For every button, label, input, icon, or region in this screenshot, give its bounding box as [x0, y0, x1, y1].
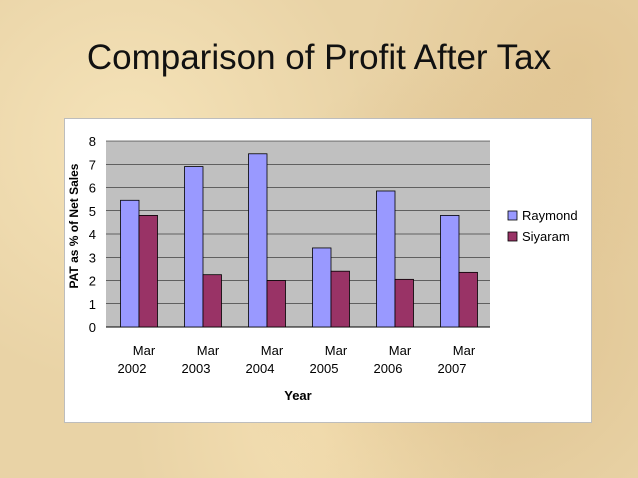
x-tick-label: Mar: [389, 343, 412, 358]
bar-raymond: [184, 166, 204, 328]
legend-label-raymond: Raymond: [522, 208, 578, 223]
x-tick-label: 2003: [182, 361, 211, 376]
x-tick-label: Mar: [197, 343, 220, 358]
y-tick-labels: 0 1 2 3 4 5 6 7 8: [89, 134, 96, 335]
bars: [120, 153, 478, 328]
legend-swatch-siyaram: [507, 231, 518, 242]
x-tick-label: Mar: [325, 343, 348, 358]
y-tick-label: 7: [89, 157, 96, 172]
y-tick-label: 2: [89, 274, 96, 289]
y-tick-label: 0: [89, 320, 96, 335]
bar-siyaram: [458, 271, 478, 328]
x-tick-label: 2002: [118, 361, 147, 376]
bar-raymond: [248, 153, 268, 328]
y-tick-label: 5: [89, 204, 96, 219]
bar-siyaram: [138, 215, 158, 328]
bar-raymond: [376, 190, 396, 328]
bar-siyaram: [330, 270, 350, 328]
x-axis-label: Year: [284, 388, 311, 403]
x-tick-label: Mar: [261, 343, 284, 358]
bar-siyaram: [394, 278, 414, 328]
legend-swatch-raymond: [507, 210, 518, 221]
x-tick-labels: Mar 2002 Mar 2003 Mar 2004 Mar 2005 Mar 2006 Mar 20…: [118, 343, 476, 376]
bar-raymond: [440, 215, 460, 328]
y-axis-label: PAT as % of Net Sales: [67, 163, 81, 288]
y-tick-label: 4: [89, 227, 96, 242]
x-tick-label: 2005: [310, 361, 339, 376]
bar-siyaram: [202, 274, 222, 328]
bar-raymond: [312, 247, 332, 328]
x-tick-label: 2006: [374, 361, 403, 376]
x-tick-label: 2004: [246, 361, 275, 376]
bar-raymond: [120, 199, 140, 328]
x-tick-label: 2007: [438, 361, 467, 376]
y-tick-label: 6: [89, 181, 96, 196]
x-tick-label: Mar: [133, 343, 156, 358]
gridlines: [106, 140, 490, 328]
slide-title: Comparison of Profit After Tax: [86, 38, 552, 77]
y-tick-label: 3: [89, 250, 96, 265]
y-tick-label: 1: [89, 297, 96, 312]
legend-label-siyaram: Siyaram: [522, 229, 570, 244]
x-tick-label: Mar: [453, 343, 476, 358]
y-tick-label: 8: [89, 134, 96, 149]
legend: Raymond Siyaram: [507, 208, 578, 244]
bar-siyaram: [266, 280, 286, 328]
